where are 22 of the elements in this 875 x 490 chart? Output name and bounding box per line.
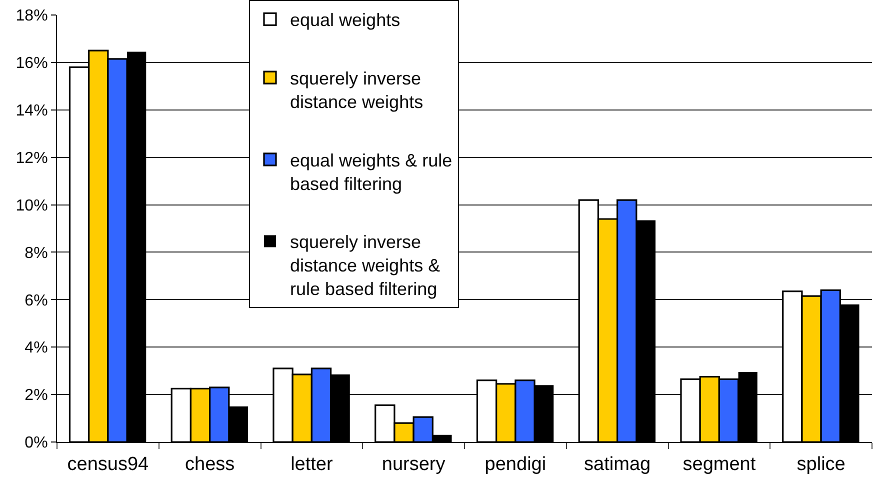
y-tick-label: 12%	[16, 150, 48, 167]
x-tick-label: satimag	[584, 454, 651, 475]
legend-label: equal weights & rule based filtering	[290, 150, 452, 194]
y-tick-label: 6%	[24, 292, 48, 310]
x-tick-label: pendigi	[484, 454, 546, 475]
y-tick-label: 2%	[24, 387, 48, 404]
y-tick-label: 8%	[24, 244, 48, 262]
legend-label: squerely inverse distance weights	[290, 68, 424, 112]
x-tick-label: nursery	[382, 454, 446, 475]
x-tick-label: letter	[290, 454, 334, 475]
legend-label: equal weights	[290, 10, 400, 30]
y-tick-label: 0%	[24, 434, 48, 452]
y-tick-label: 4%	[24, 340, 48, 357]
x-tick-label: splice	[796, 454, 846, 475]
y-tick-label: 16%	[16, 55, 48, 72]
x-tick-label: segment	[682, 454, 756, 475]
y-tick-label: 18%	[16, 8, 48, 25]
y-tick-label: 14%	[16, 102, 48, 120]
x-tick-label: chess	[184, 454, 235, 475]
y-tick-label: 10%	[16, 197, 48, 214]
legend-label: squerely inverse distance weights & rule based filtering	[290, 232, 440, 300]
x-tick-label: census94	[67, 454, 150, 475]
